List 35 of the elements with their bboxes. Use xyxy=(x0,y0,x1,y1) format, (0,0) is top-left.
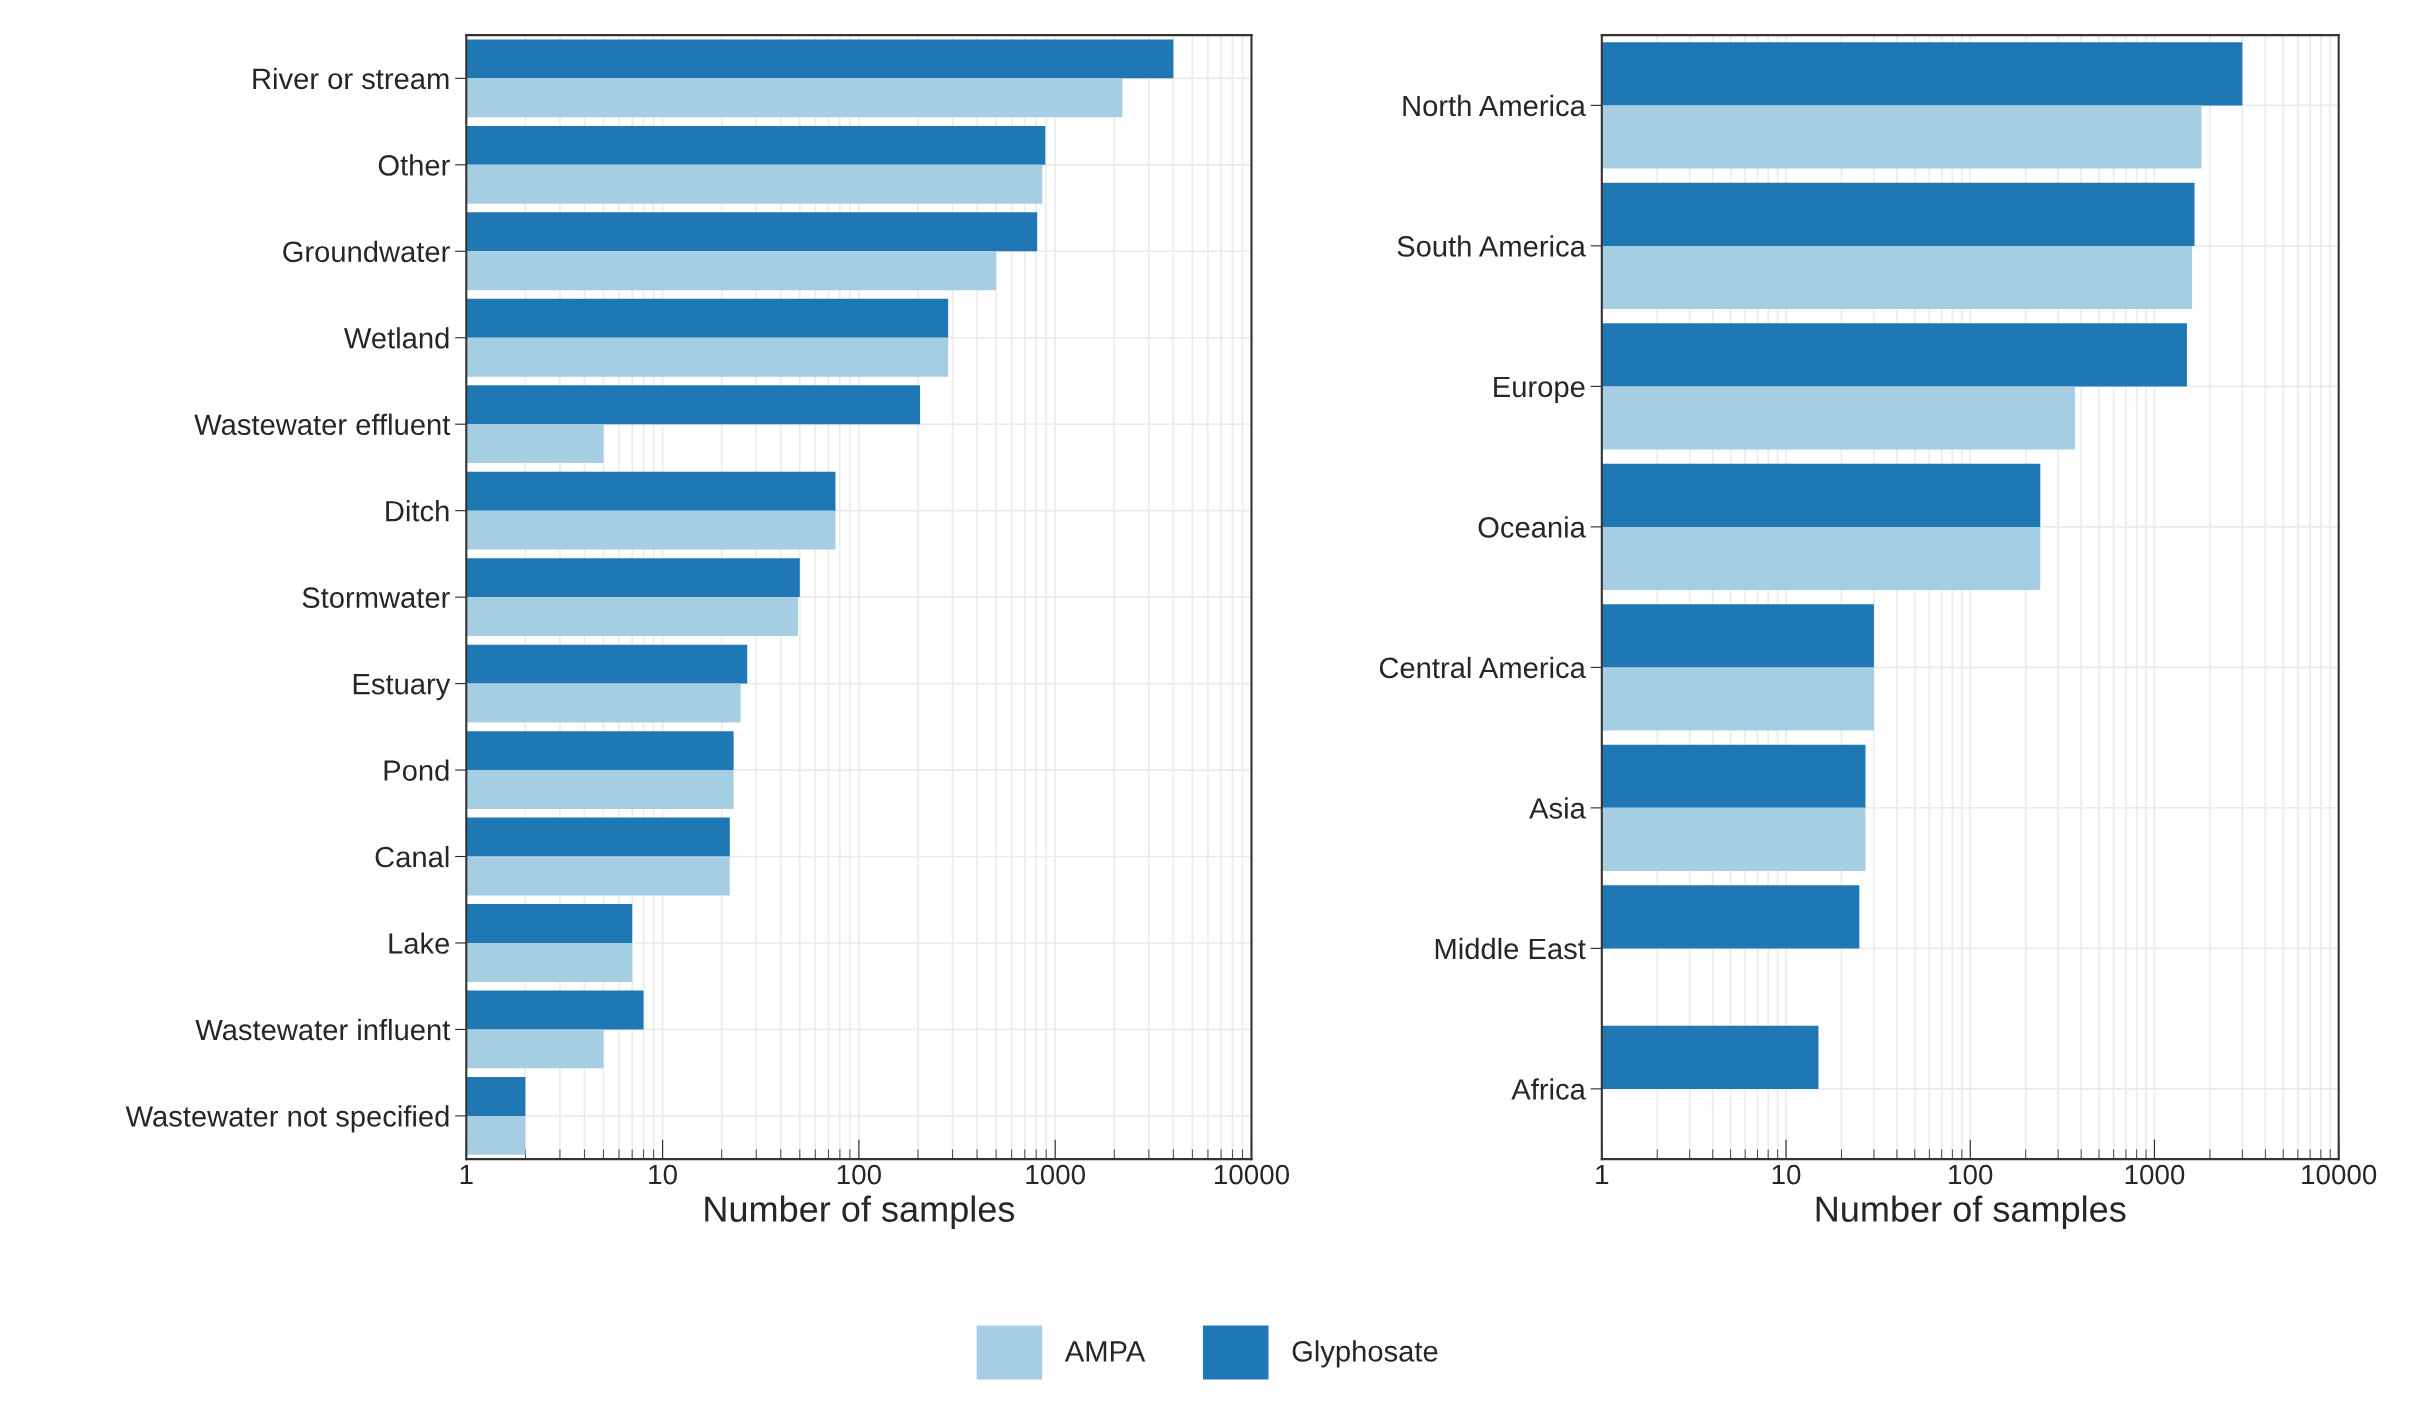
y-tick-label: Europe xyxy=(1494,376,1585,403)
y-tick-label: South America xyxy=(1397,235,1586,257)
x-tick-label: 1000 xyxy=(2125,1164,2185,1185)
x-tick-label: 10 xyxy=(1772,1164,1801,1185)
y-tick-label: Central America xyxy=(1379,656,1586,679)
x-tick-label: 1 xyxy=(460,1165,473,1185)
y-tick-label: Stormwater xyxy=(302,587,450,608)
x-tick-label: 10000 xyxy=(1214,1164,1290,1185)
y-tick-label: Wetland xyxy=(343,327,449,349)
y-tick-label: North America xyxy=(1403,94,1586,117)
y-tick-label: Pond xyxy=(384,759,449,781)
y-tick-label: Canal xyxy=(375,845,449,868)
y-tick-label: Groundwater xyxy=(283,240,450,263)
y-tick-label: Ditch xyxy=(386,500,449,522)
x-tick-label: 10 xyxy=(649,1164,677,1185)
y-tick-label: Middle East xyxy=(1435,937,1586,960)
y-tick-label: Lake xyxy=(389,932,450,954)
legend-label: Glyphosate xyxy=(1292,1340,1438,1368)
x-tick-label: 100 xyxy=(837,1164,881,1185)
y-tick-label: Oceania xyxy=(1478,516,1586,538)
y-tick-label: Wastewater not specified xyxy=(125,1105,449,1133)
x-tick-label: 1 xyxy=(1596,1165,1609,1185)
y-tick-label: River or stream xyxy=(253,67,449,90)
legend-label: AMPA xyxy=(1064,1341,1146,1362)
x-axis-title: Number of samples xyxy=(1816,1195,2126,1230)
y-tick-label: Other xyxy=(378,154,450,176)
x-tick-label: 10000 xyxy=(2302,1164,2377,1185)
x-axis-title: Number of samples xyxy=(705,1195,1015,1230)
y-tick-label: Wastewater effluent xyxy=(194,413,451,436)
y-tick-label: Asia xyxy=(1529,797,1586,819)
y-tick-label: Wastewater influent xyxy=(195,1018,451,1041)
y-tick-label: Africa xyxy=(1511,1078,1586,1100)
x-tick-label: 100 xyxy=(1949,1164,1993,1185)
y-tick-label: Estuary xyxy=(353,674,451,701)
x-tick-label: 1000 xyxy=(1026,1164,1085,1185)
